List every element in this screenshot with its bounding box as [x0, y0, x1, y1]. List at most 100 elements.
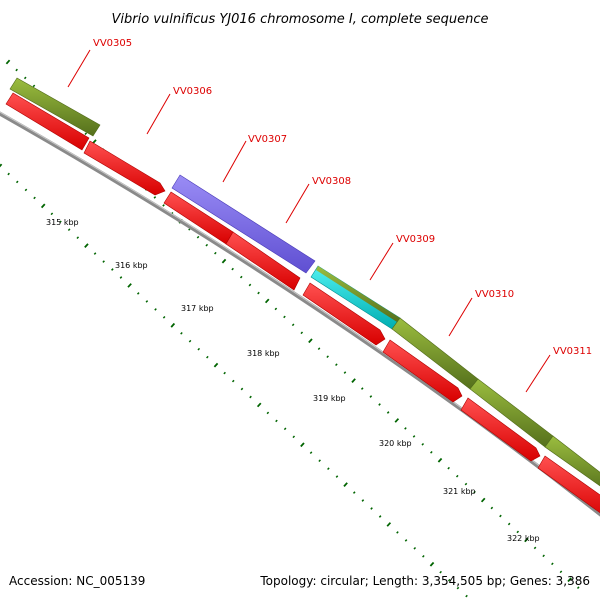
tick-mark — [162, 315, 166, 319]
position-label: 315 kbp — [46, 218, 79, 227]
forward-strand-features — [9, 77, 600, 493]
tick-mark — [439, 570, 442, 574]
tick-mark — [292, 435, 296, 439]
tick-mark — [283, 427, 287, 431]
gene-label-vv0306[interactable]: VV0306 — [173, 86, 212, 97]
tick-mark — [370, 507, 373, 510]
tick-mark — [464, 482, 468, 486]
gene-reverse-6[interactable] — [382, 339, 463, 403]
position-label: 322 kbp — [507, 534, 540, 543]
tick-mark — [422, 554, 425, 558]
tick-mark — [266, 411, 270, 415]
tick-mark — [343, 371, 347, 374]
tick-mark — [360, 387, 364, 390]
label-leaders — [67, 49, 551, 393]
gene-VV0307[interactable] — [171, 174, 316, 274]
tick-mark — [239, 275, 243, 279]
tick-mark — [119, 276, 123, 279]
tick-mark — [248, 283, 252, 287]
tick-mark — [214, 251, 217, 255]
gene-label-vv0305[interactable]: VV0305 — [93, 38, 132, 49]
gene-label-vv0310[interactable]: VV0310 — [475, 289, 514, 300]
tick-mark — [429, 561, 435, 567]
tick-mark — [490, 506, 494, 510]
gene-reverse-1[interactable] — [5, 92, 90, 151]
tick-mark — [283, 315, 286, 319]
position-label: 318 kbp — [247, 349, 280, 358]
tick-mark — [50, 212, 54, 216]
gene-reverse-8[interactable] — [537, 455, 600, 520]
tick-mark — [213, 362, 219, 368]
tick-mark — [465, 594, 468, 598]
gene-reverse-2[interactable] — [83, 140, 166, 196]
tick-mark — [145, 300, 149, 303]
gene-VV0309-olive[interactable] — [316, 266, 400, 322]
tick-mark — [551, 562, 554, 566]
tick-mark — [499, 514, 502, 518]
gene-label-vv0307[interactable]: VV0307 — [248, 134, 287, 145]
reverse-strand-features — [5, 92, 600, 520]
tick-mark — [153, 196, 157, 199]
tick-mark — [162, 204, 165, 207]
gene-label-vv0311[interactable]: VV0311 — [553, 346, 592, 357]
tick-mark — [67, 228, 71, 232]
tick-mark — [24, 188, 28, 192]
tick-mark — [361, 499, 365, 502]
tick-mark — [188, 339, 192, 343]
gene-label-vv0308[interactable]: VV0308 — [312, 176, 351, 187]
tick-mark — [378, 515, 382, 518]
tick-mark — [576, 586, 580, 590]
tick-mark — [231, 379, 235, 383]
tick-mark — [127, 283, 132, 288]
tick-mark — [326, 355, 329, 359]
tick-mark — [136, 292, 140, 295]
tick-mark — [274, 307, 278, 311]
tick-mark — [447, 466, 450, 470]
tick-mark — [533, 546, 537, 550]
gene-VV0305[interactable] — [9, 77, 101, 137]
position-label: 321 kbp — [443, 487, 476, 496]
tick-mark — [231, 267, 234, 271]
tick-mark — [421, 442, 425, 446]
tick-mark — [264, 298, 270, 304]
tick-mark — [180, 331, 183, 335]
tick-mark — [394, 418, 400, 423]
tick-mark — [480, 497, 486, 503]
position-label: 317 kbp — [181, 304, 214, 313]
position-labels: 315 kbp 316 kbp 317 kbp 318 kbp 319 kbp … — [46, 218, 540, 543]
tick-mark — [455, 474, 459, 478]
tick-mark — [300, 331, 304, 335]
tick-mark — [205, 243, 209, 247]
tick-mark — [33, 196, 36, 200]
gene-reverse-5[interactable] — [302, 282, 386, 346]
tick-mark — [437, 457, 443, 463]
tick-mark — [300, 442, 305, 448]
gene-label-vv0309[interactable]: VV0309 — [396, 234, 435, 245]
tick-mark — [257, 291, 260, 295]
tick-mark — [559, 570, 563, 574]
tick-mark — [221, 258, 227, 264]
position-label: 319 kbp — [313, 394, 346, 403]
tick-mark — [76, 236, 80, 240]
tick-mark — [84, 243, 89, 249]
tick-mark — [93, 252, 97, 255]
tick-mark — [291, 323, 295, 327]
tick-mark — [170, 322, 176, 328]
tick-mark — [197, 347, 201, 351]
gene-VV0311-b[interactable] — [544, 435, 600, 493]
tick-mark — [369, 395, 373, 398]
gene-reverse-4[interactable] — [225, 231, 301, 291]
tick-mark — [15, 180, 19, 184]
tick-mark — [84, 132, 88, 136]
tick-mark — [154, 308, 157, 311]
tick-mark — [404, 539, 408, 542]
tick-mark — [447, 578, 451, 582]
tick-mark — [309, 451, 313, 455]
tick-mark — [507, 522, 511, 526]
tick-mark — [404, 427, 407, 430]
map-title: Vibrio vulnificus YJ016 chromosome I, co… — [111, 12, 488, 27]
tick-mark — [111, 268, 114, 271]
gene-reverse-7[interactable] — [460, 397, 541, 462]
tick-mark — [23, 76, 27, 80]
